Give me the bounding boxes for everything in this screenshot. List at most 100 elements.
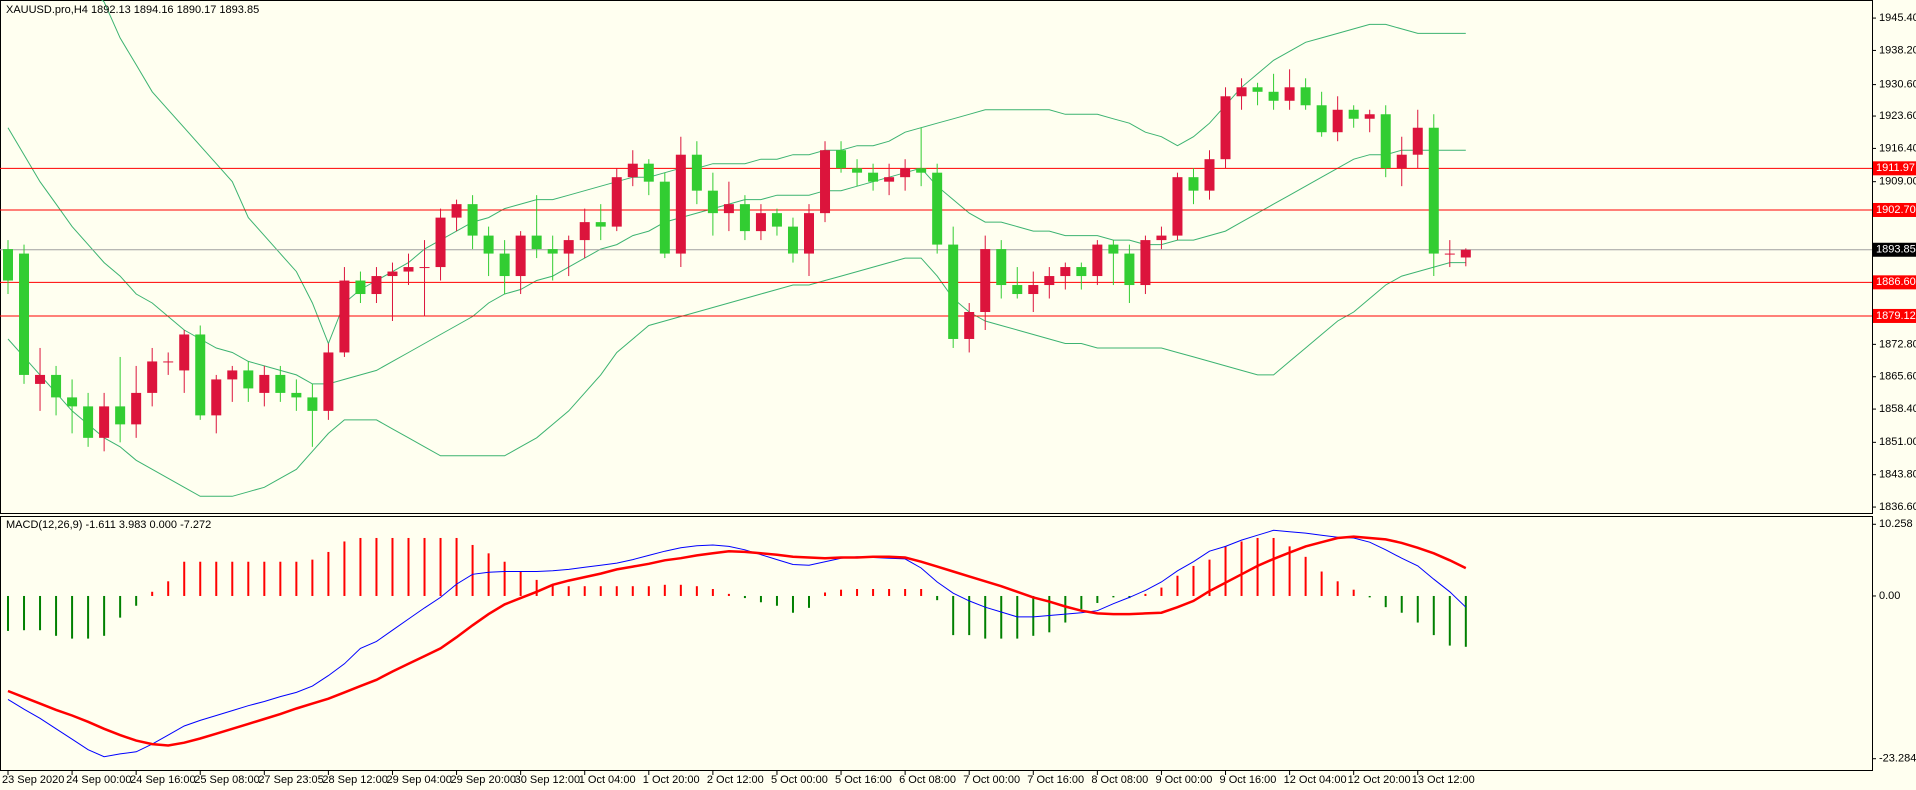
macd-line	[7, 535, 1467, 747]
price-level-box	[1873, 308, 1916, 323]
last-price-label: 1893.85	[1876, 244, 1916, 256]
price-level-label: 1902.70	[1876, 204, 1916, 216]
candle-body	[1108, 244, 1119, 254]
candle-body	[852, 168, 863, 173]
candle-body	[916, 168, 927, 173]
candle-body	[675, 154, 686, 254]
chart-title: XAUUSD.pro,H4 1892.13 1894.16 1890.17 18…	[6, 4, 259, 16]
candle-body	[307, 397, 318, 411]
candle-body	[1380, 114, 1391, 169]
candle-body	[787, 226, 798, 254]
candle-body	[1060, 267, 1071, 277]
candle-body	[1412, 127, 1423, 155]
x-tick-label: 30 Sep 12:00	[515, 774, 580, 786]
candle-body	[1028, 285, 1039, 295]
price-level-label: 1886.60	[1876, 276, 1916, 288]
candle-body	[804, 213, 814, 254]
candle-body	[99, 406, 110, 438]
candle-body	[371, 276, 382, 295]
x-tick-label: 9 Oct 00:00	[1155, 774, 1212, 786]
x-tick-label: 9 Oct 16:00	[1220, 774, 1277, 786]
y-tick-label: 1930.60	[1879, 78, 1916, 90]
candle-body	[275, 374, 286, 393]
candle-body	[19, 253, 30, 375]
y-tick-label: 1851.00	[1879, 436, 1916, 448]
candle-body	[51, 374, 62, 398]
x-tick-label: 28 Sep 12:00	[322, 774, 387, 786]
x-tick-label: 13 Oct 12:00	[1412, 774, 1475, 786]
candle-body	[611, 177, 622, 227]
x-tick-label: 8 Oct 08:00	[1091, 774, 1148, 786]
candle-body	[771, 213, 782, 227]
candle-body	[739, 204, 750, 232]
candle-body	[627, 163, 638, 178]
y-tick-label: -23.284	[1879, 753, 1916, 765]
candle-body	[243, 370, 254, 389]
candle-body	[980, 249, 991, 313]
x-tick-label: 1 Oct 20:00	[643, 774, 700, 786]
candle-body	[579, 222, 590, 241]
candle-body	[419, 267, 430, 269]
price-level-box	[1873, 161, 1916, 176]
candle-body	[1428, 127, 1439, 254]
x-tick-label: 5 Oct 00:00	[771, 774, 828, 786]
candle-body	[211, 379, 222, 416]
candle-body	[547, 249, 558, 254]
candle-body	[1444, 253, 1455, 255]
x-tick-label: 29 Sep 04:00	[386, 774, 451, 786]
x-tick-label: 24 Sep 00:00	[66, 774, 131, 786]
candle-body	[996, 249, 1007, 286]
candle-body	[595, 222, 606, 227]
candle-body	[884, 177, 895, 182]
candle-body	[948, 244, 959, 339]
candle-body	[291, 392, 302, 398]
candle-body	[323, 352, 334, 411]
y-tick-label: 1938.20	[1879, 44, 1916, 56]
price-level-box	[1873, 202, 1916, 217]
candle-body	[1252, 87, 1263, 92]
candle-body	[163, 361, 174, 363]
candle-body	[387, 271, 398, 277]
x-tick-label: 5 Oct 16:00	[835, 774, 892, 786]
x-tick-label: 29 Sep 20:00	[451, 774, 516, 786]
x-tick-label: 23 Sep 2020	[2, 774, 64, 786]
y-tick-label: 1858.40	[1879, 403, 1916, 415]
y-tick-label: 1843.80	[1879, 469, 1916, 481]
candle-body	[1300, 87, 1311, 106]
candle-body	[1076, 267, 1087, 277]
candle-body	[1268, 91, 1279, 101]
candle-body	[755, 213, 766, 232]
candle-body	[836, 150, 847, 169]
candle-body	[1140, 240, 1151, 286]
candle-body	[1236, 87, 1247, 97]
candle-body	[1124, 253, 1135, 286]
x-tick-label: 27 Sep 23:05	[258, 774, 323, 786]
candle-body	[900, 168, 911, 178]
candle-body	[723, 204, 734, 214]
candle-body	[563, 240, 574, 254]
candle-body	[115, 406, 126, 425]
candle-body	[1188, 177, 1199, 191]
last-price-box	[1873, 242, 1916, 257]
bollinger-band	[7, 127, 1466, 385]
macd-pane	[0, 516, 1873, 771]
candle-body	[403, 267, 414, 272]
candle-body	[643, 163, 654, 182]
y-tick-label: 1923.60	[1879, 110, 1916, 122]
candle-body	[1220, 96, 1231, 160]
candle-body	[1348, 109, 1359, 119]
candle-body	[227, 370, 238, 380]
candle-body	[1172, 177, 1183, 236]
candle-body	[499, 253, 510, 277]
price-pane	[0, 0, 1873, 514]
candle-body	[147, 361, 158, 393]
candle-body	[1044, 276, 1055, 286]
candle-body	[932, 172, 943, 245]
candle-body	[964, 312, 975, 339]
candle-body	[259, 374, 270, 393]
candle-body	[515, 235, 526, 277]
y-tick-label: 0.00	[1879, 590, 1900, 602]
candle-body	[1156, 235, 1167, 241]
